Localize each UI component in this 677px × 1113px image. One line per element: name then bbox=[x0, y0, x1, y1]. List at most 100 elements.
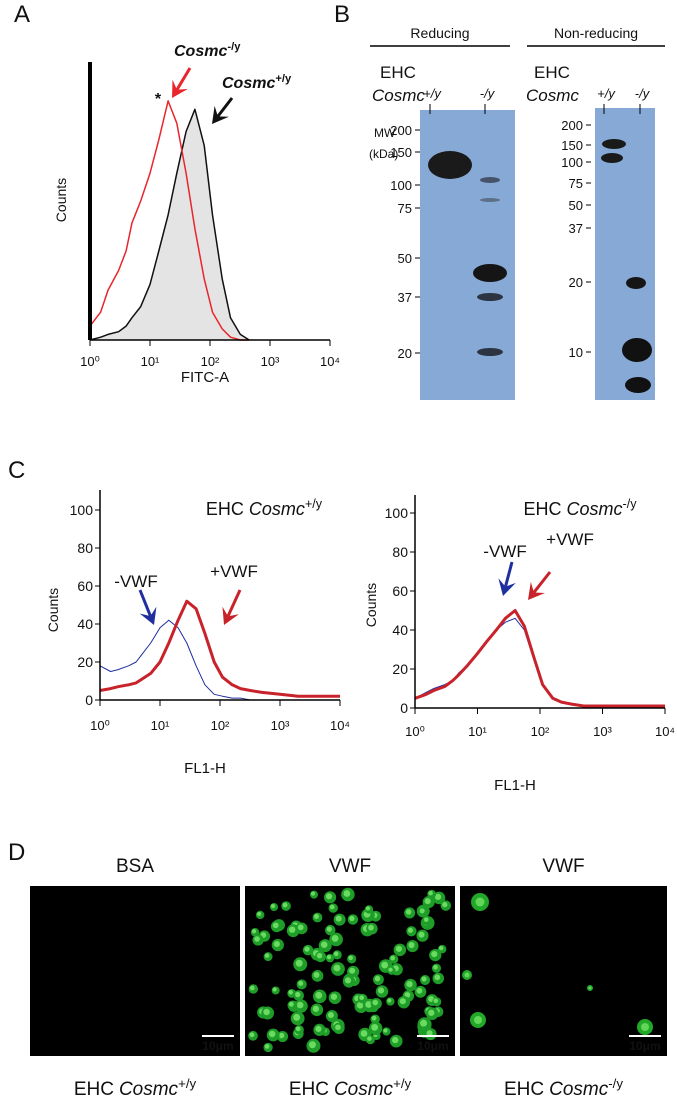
row-label: EHC bbox=[380, 63, 416, 82]
annotation: +VWF bbox=[210, 562, 258, 581]
annotation: +VWF bbox=[546, 530, 594, 549]
cell-spot bbox=[315, 991, 323, 999]
cell-spot bbox=[335, 915, 342, 922]
cell-spot bbox=[399, 998, 406, 1005]
micrograph bbox=[30, 886, 240, 1056]
scale-bar-label: 10μm bbox=[629, 1039, 660, 1053]
cell-spot bbox=[343, 890, 351, 897]
label-sup: -/y bbox=[623, 497, 638, 511]
cell-spot bbox=[298, 980, 304, 986]
y-axis-label: Counts bbox=[363, 583, 379, 627]
cell-spot bbox=[320, 941, 328, 948]
annotation: Cosmc-/y bbox=[174, 41, 241, 60]
y-tick-label: 100 bbox=[385, 505, 409, 521]
mw-marker: 150 bbox=[561, 138, 583, 153]
cell-spot bbox=[428, 1009, 435, 1016]
scale-bar-label: 10μm bbox=[202, 1039, 233, 1053]
cell-spot bbox=[310, 891, 316, 896]
row-label: Cosmc bbox=[526, 86, 579, 105]
row-label: Cosmc bbox=[372, 86, 425, 105]
label-italic: Cosmc bbox=[549, 1079, 609, 1100]
cell-spot bbox=[288, 926, 296, 933]
band bbox=[477, 293, 503, 301]
panel-label: C bbox=[8, 457, 25, 484]
x-tick-label: 10⁴ bbox=[655, 724, 675, 739]
annotation: * bbox=[155, 91, 162, 108]
cell-spot bbox=[304, 946, 310, 952]
cell-spot bbox=[388, 967, 393, 972]
cell-spot bbox=[315, 1025, 322, 1032]
arrow-shaft bbox=[216, 97, 234, 118]
lane-label: -/y bbox=[635, 86, 651, 101]
x-tick-label: 10² bbox=[211, 718, 230, 733]
cell-spot bbox=[377, 987, 385, 994]
x-tick-label: 10² bbox=[531, 724, 550, 739]
band bbox=[626, 277, 646, 289]
y-tick-label: 40 bbox=[77, 616, 93, 632]
mw-marker: 200 bbox=[390, 123, 412, 138]
cell-spot bbox=[407, 927, 414, 933]
panel-label: A bbox=[14, 1, 30, 28]
x-tick-label: 10⁴ bbox=[330, 718, 350, 733]
histogram-fill bbox=[90, 109, 250, 340]
label-text: +VWF bbox=[546, 530, 594, 549]
micrograph-title: VWF bbox=[329, 856, 371, 877]
cell-spot bbox=[264, 953, 270, 958]
arrow-shaft bbox=[226, 589, 242, 617]
cell-spot bbox=[442, 901, 448, 908]
cell-spot bbox=[295, 959, 303, 967]
cell-spot bbox=[349, 915, 355, 922]
cell-spot bbox=[273, 940, 280, 948]
x-axis-label: FL1-H bbox=[184, 760, 226, 777]
cell-spot bbox=[356, 1001, 364, 1009]
cell-spot bbox=[434, 974, 441, 981]
mw-marker: 37 bbox=[398, 290, 412, 305]
arrow-shaft bbox=[532, 571, 552, 594]
cell-spot bbox=[282, 902, 288, 908]
cell-spot bbox=[464, 972, 470, 978]
cell-spot bbox=[263, 1008, 270, 1016]
cell-spot bbox=[313, 971, 320, 978]
mw-marker: 20 bbox=[398, 346, 412, 361]
arrow-head bbox=[139, 606, 157, 625]
cell-spot bbox=[295, 991, 301, 998]
lane-label: -/y bbox=[480, 86, 496, 101]
lane-label: +/y bbox=[597, 86, 616, 101]
mw-marker: 10 bbox=[569, 345, 583, 360]
cell-spot bbox=[308, 1041, 316, 1049]
cell-spot bbox=[360, 1030, 368, 1037]
annotation: Cosmc+/y bbox=[222, 73, 292, 92]
label-italic: Cosmc bbox=[222, 75, 275, 92]
cell-spot bbox=[433, 998, 439, 1004]
cell-spot bbox=[365, 1001, 372, 1008]
y-tick-label: 0 bbox=[85, 692, 93, 708]
cell-spot bbox=[439, 945, 444, 951]
arrow-head bbox=[528, 581, 545, 600]
cell-spot bbox=[330, 993, 338, 1000]
x-tick-label: 10¹ bbox=[141, 354, 160, 369]
histogram-line bbox=[99, 619, 340, 701]
y-tick-label: 60 bbox=[392, 583, 408, 599]
x-axis-label: FL1-H bbox=[494, 777, 536, 794]
label-italic: Cosmc bbox=[174, 43, 227, 60]
row-label: EHC bbox=[534, 63, 570, 82]
label-italic: Cosmc bbox=[334, 1079, 394, 1100]
y-tick-label: 80 bbox=[392, 544, 408, 560]
cell-spot bbox=[257, 911, 262, 917]
cell-spot bbox=[406, 980, 413, 988]
band bbox=[601, 153, 623, 163]
cell-spot bbox=[408, 942, 415, 949]
cell-spot bbox=[405, 909, 412, 915]
label-italic: Cosmc bbox=[567, 499, 623, 519]
micrograph-caption: EHC Cosmc+/y bbox=[289, 1076, 412, 1101]
cell-spot bbox=[278, 1032, 285, 1039]
mw-marker: 100 bbox=[561, 155, 583, 170]
x-axis-label: FITC-A bbox=[181, 369, 229, 386]
micrograph bbox=[460, 886, 667, 1056]
x-tick-label: 10¹ bbox=[151, 718, 170, 733]
mw-label: MW bbox=[374, 126, 396, 140]
cell-spot bbox=[431, 951, 438, 958]
arrow-head bbox=[222, 606, 239, 625]
panel-label: D bbox=[8, 839, 25, 866]
